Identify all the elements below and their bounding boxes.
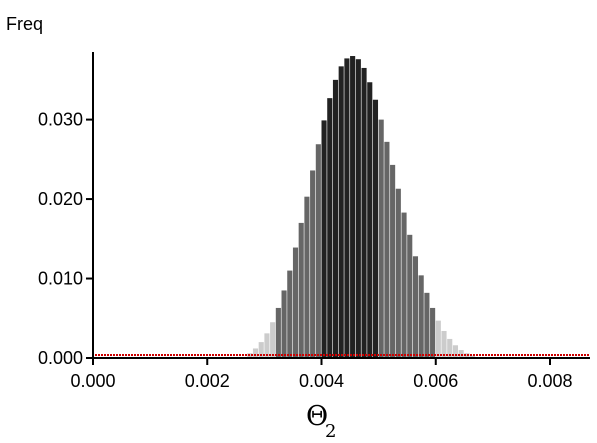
histogram-bar xyxy=(292,247,299,358)
histogram-bar xyxy=(447,338,453,358)
histogram-bar xyxy=(355,59,361,359)
x-tick-label: 0.006 xyxy=(413,371,458,391)
histogram-bar xyxy=(327,98,333,359)
histogram-bar xyxy=(372,99,379,358)
histogram-bar xyxy=(304,196,310,358)
histogram-bar xyxy=(344,58,350,358)
histogram-bar xyxy=(412,256,419,358)
y-axis-title: Freq xyxy=(6,14,43,34)
histogram-bar xyxy=(264,333,270,358)
histogram-bar xyxy=(464,353,470,358)
x-tick-label: 0.000 xyxy=(70,371,115,391)
histogram-bar xyxy=(361,67,367,359)
x-tick-label: 0.008 xyxy=(527,371,572,391)
x-axis-title: Θ xyxy=(306,401,328,432)
y-tick-label: 0.030 xyxy=(38,110,83,130)
histogram-bar xyxy=(287,270,293,358)
x-axis-title-subscript: 2 xyxy=(325,421,336,442)
y-tick-label: 0.000 xyxy=(38,348,83,368)
histogram-bar xyxy=(390,164,396,358)
histogram-bar xyxy=(401,212,407,358)
histogram-bar xyxy=(367,82,373,358)
histogram-bar xyxy=(384,141,390,358)
histogram-bar xyxy=(315,144,321,358)
histogram-bar xyxy=(470,355,476,358)
histogram-bar xyxy=(332,79,339,358)
axes-group: 0.000 0.010 0.020 0.030 0.000 0.002 0.004 0.006… xyxy=(38,52,590,391)
histogram-bar xyxy=(424,292,430,358)
histogram-bar xyxy=(435,320,441,358)
histogram-bar xyxy=(298,222,304,358)
histogram-bar xyxy=(378,119,384,358)
histogram-bar xyxy=(418,275,424,358)
histogram-bar xyxy=(258,342,264,358)
histogram-bar xyxy=(275,307,281,358)
histogram-bar xyxy=(281,290,287,358)
x-tick-label: 0.002 xyxy=(185,371,230,391)
histogram-bar xyxy=(270,322,276,358)
histogram-bar xyxy=(350,56,356,358)
histogram-bar xyxy=(310,170,316,358)
bars-group xyxy=(247,56,481,359)
histogram-bar xyxy=(452,345,459,358)
histogram-bar xyxy=(395,188,401,358)
x-tick-label: 0.004 xyxy=(299,371,344,391)
histogram-bar xyxy=(321,120,327,358)
histogram-bar xyxy=(407,234,413,358)
histogram-bar xyxy=(338,66,344,358)
histogram-bar xyxy=(441,330,447,358)
histogram-bar xyxy=(252,348,259,358)
y-tick-label: 0.010 xyxy=(38,269,83,289)
histogram-bar xyxy=(430,307,436,358)
y-tick-label: 0.020 xyxy=(38,189,83,209)
